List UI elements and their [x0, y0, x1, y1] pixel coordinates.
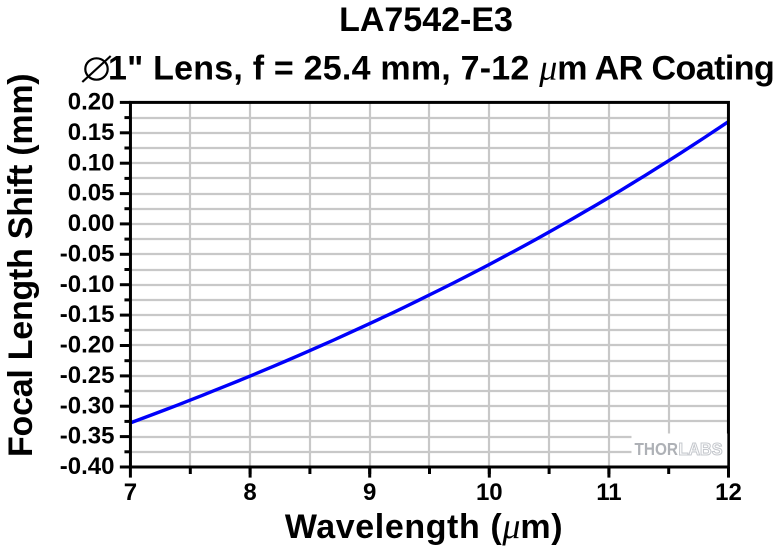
svg-text:0.05: 0.05: [68, 180, 115, 207]
svg-text:10: 10: [476, 479, 503, 506]
svg-text:0.10: 0.10: [68, 149, 115, 176]
svg-text:-0.10: -0.10: [60, 271, 115, 298]
svg-text:0.00: 0.00: [68, 210, 115, 237]
svg-text:LABS: LABS: [679, 439, 723, 459]
svg-text:7: 7: [124, 479, 137, 506]
svg-text:-0.25: -0.25: [60, 362, 115, 389]
svg-text:8: 8: [243, 479, 256, 506]
svg-text:Focal Length Shift (mm): Focal Length Shift (mm): [2, 74, 40, 457]
svg-text:-0.05: -0.05: [60, 240, 115, 267]
svg-text:Wavelength (μm): Wavelength (μm): [285, 506, 563, 546]
svg-text:11: 11: [596, 479, 621, 506]
svg-text:LA7542-E3: LA7542-E3: [339, 1, 513, 39]
svg-text:-0.40: -0.40: [60, 453, 115, 480]
svg-text:1" Lens, f = 25.4 mm, 7-12 μm: 1" Lens, f = 25.4 mm, 7-12 μm AR Coating: [108, 47, 774, 87]
svg-text:-0.15: -0.15: [60, 301, 115, 328]
svg-text:12: 12: [715, 479, 742, 506]
svg-text:-0.30: -0.30: [60, 392, 115, 419]
svg-text:THOR: THOR: [635, 439, 679, 459]
svg-text:9: 9: [363, 479, 376, 506]
svg-text:-0.20: -0.20: [60, 332, 115, 359]
svg-text:0.20: 0.20: [68, 89, 115, 116]
svg-text:0.15: 0.15: [68, 119, 115, 146]
svg-text:-0.35: -0.35: [60, 423, 115, 450]
